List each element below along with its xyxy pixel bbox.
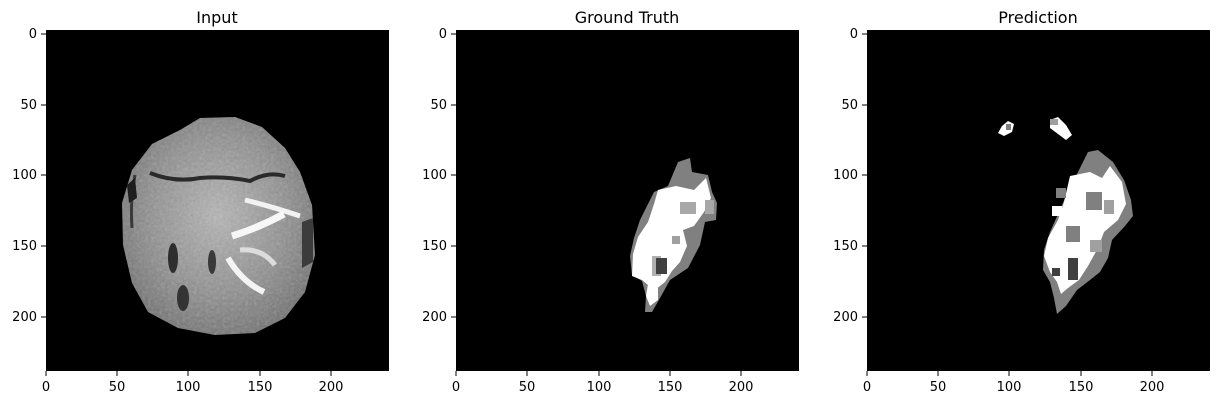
panel-prediction: Prediction 0 50 100 150 [833,8,1210,395]
y-tick-label: 50 [20,98,37,113]
x-tick-label: 150 [1069,380,1094,395]
y-tick-label: 200 [422,310,447,325]
x-tick-label: 150 [658,380,683,395]
y-tick-label: 150 [422,239,447,254]
x-tick-label: 200 [1140,380,1165,395]
x-tick-label: 50 [519,380,536,395]
x-tick-label: 100 [587,380,612,395]
x-axis: 0 50 100 150 200 [863,371,1165,395]
y-axis: 0 50 100 150 200 [12,27,46,325]
panel-input: Input 0 50 100 150 200 [12,8,389,395]
y-tick-label: 0 [850,27,858,42]
y-tick-label: 100 [833,168,858,183]
y-tick-label: 100 [12,168,37,183]
y-axis: 0 50 100 150 200 [833,27,867,325]
x-tick-label: 50 [930,380,947,395]
x-tick-label: 50 [109,380,126,395]
x-axis: 0 50 100 150 200 [42,371,344,395]
prediction-mask [998,117,1133,314]
x-tick-label: 200 [319,380,344,395]
panel-title: Input [196,8,237,27]
x-tick-label: 150 [248,380,273,395]
y-tick-label: 200 [12,310,37,325]
x-tick-label: 0 [42,380,50,395]
panel-title: Prediction [998,8,1077,27]
x-tick-label: 0 [452,380,460,395]
panel-ground-truth: Ground Truth 0 50 100 150 200 [422,8,799,395]
y-tick-label: 200 [833,310,858,325]
image-frame [456,30,799,371]
y-tick-label: 50 [841,98,858,113]
x-tick-label: 100 [176,380,201,395]
y-tick-label: 150 [12,239,37,254]
y-tick-label: 50 [430,98,447,113]
ground-truth-mask [630,158,717,312]
y-tick-label: 100 [422,168,447,183]
y-axis: 0 50 100 150 200 [422,27,456,325]
y-tick-label: 150 [833,239,858,254]
y-tick-label: 0 [29,27,37,42]
x-tick-label: 0 [863,380,871,395]
x-tick-label: 200 [729,380,754,395]
image-frame [867,30,1210,371]
y-tick-label: 0 [439,27,447,42]
panel-title: Ground Truth [575,8,680,27]
x-tick-label: 100 [997,380,1022,395]
mri-brain-slice [122,117,315,335]
x-axis: 0 50 100 150 200 [452,371,754,395]
